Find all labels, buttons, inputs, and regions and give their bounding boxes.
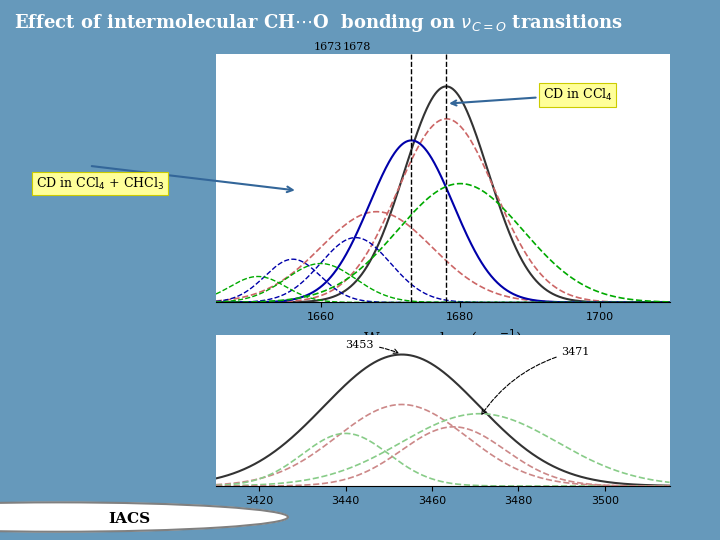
Text: 1673: 1673: [313, 42, 342, 52]
Text: 3471: 3471: [482, 347, 590, 414]
X-axis label: Wavenumber (cm$^{-1}$): Wavenumber (cm$^{-1}$): [363, 328, 523, 348]
Text: 1678: 1678: [342, 42, 371, 52]
Text: CD in CCl$_4$ + CHCl$_3$: CD in CCl$_4$ + CHCl$_3$: [36, 176, 164, 192]
Circle shape: [0, 502, 288, 532]
Text: 3453: 3453: [346, 340, 398, 353]
Text: IACS: IACS: [108, 512, 150, 526]
Text: Effect of intermolecular CH$\cdots$O  bonding on $\nu_{C=O}$ transitions: Effect of intermolecular CH$\cdots$O bon…: [14, 12, 624, 34]
Text: CD in CCl$_4$: CD in CCl$_4$: [451, 87, 613, 105]
